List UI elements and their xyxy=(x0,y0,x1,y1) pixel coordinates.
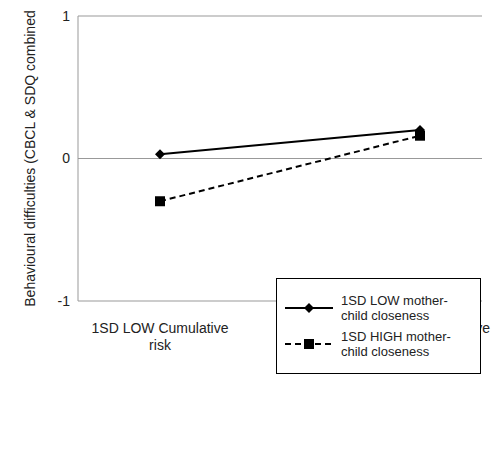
svg-text:1SD LOW Cumulativerisk: 1SD LOW Cumulativerisk xyxy=(92,320,229,353)
svg-text:1: 1 xyxy=(62,8,70,24)
svg-text:0: 0 xyxy=(62,150,70,166)
svg-text:Behavioural difficulties (CBCL: Behavioural difficulties (CBCL & SDQ com… xyxy=(22,10,38,306)
svg-text:-1: -1 xyxy=(58,293,71,309)
svg-text:1SD HIGH Cumulativerisk: 1SD HIGH Cumulativerisk xyxy=(350,320,490,353)
